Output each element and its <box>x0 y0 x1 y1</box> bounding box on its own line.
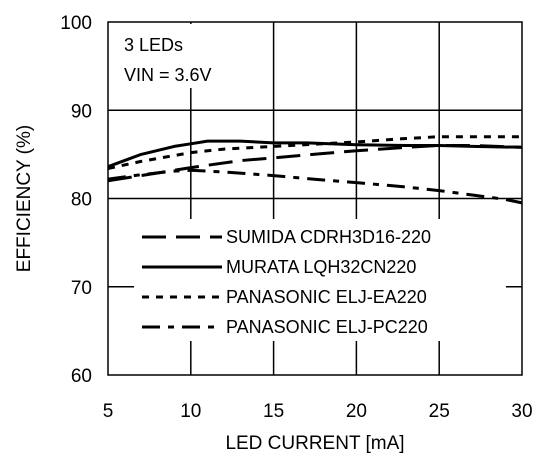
tick-labels: 5 10 15 20 25 30 60 70 80 90 100 <box>60 13 532 422</box>
legend-label: MURATA LQH32CN220 <box>226 257 416 277</box>
y-axis-label: EFFICIENCY (%) <box>14 125 35 272</box>
annotations: 3 LEDs VIN = 3.6V <box>124 35 212 85</box>
x-tick-label: 5 <box>103 401 114 422</box>
x-tick-label: 15 <box>263 401 284 422</box>
x-axis-label: LED CURRENT [mA] <box>225 433 404 454</box>
series-lines <box>107 135 523 205</box>
x-tick-label: 20 <box>346 401 367 422</box>
x-tick-label: 25 <box>429 401 450 422</box>
y-tick-label: 70 <box>71 278 92 299</box>
y-tick-label: 80 <box>71 190 92 211</box>
series-line-3 <box>107 135 522 170</box>
x-tick-label: 10 <box>180 401 201 422</box>
legend-background <box>134 219 506 341</box>
annotation-text: VIN = 3.6V <box>124 65 212 85</box>
y-tick-label: 60 <box>71 366 92 387</box>
y-tick-label: 90 <box>71 101 92 122</box>
annotation-background <box>110 24 256 88</box>
x-tick-label: 30 <box>511 401 532 422</box>
legend-label: SUMIDA CDRH3D16-220 <box>226 227 431 247</box>
series-line-4 <box>107 168 523 205</box>
legend-label: PANASONIC ELJ-PC220 <box>226 317 428 337</box>
plot-frame <box>107 21 523 376</box>
y-tick-label: 100 <box>60 13 92 34</box>
series-line-2 <box>107 139 523 169</box>
legend: SUMIDA CDRH3D16-220 MURATA LQH32CN220 PANA… <box>142 227 431 337</box>
series-line-1 <box>107 144 523 183</box>
annotation-text: 3 LEDs <box>124 35 183 55</box>
legend-label: PANASONIC ELJ-EA220 <box>226 287 427 307</box>
